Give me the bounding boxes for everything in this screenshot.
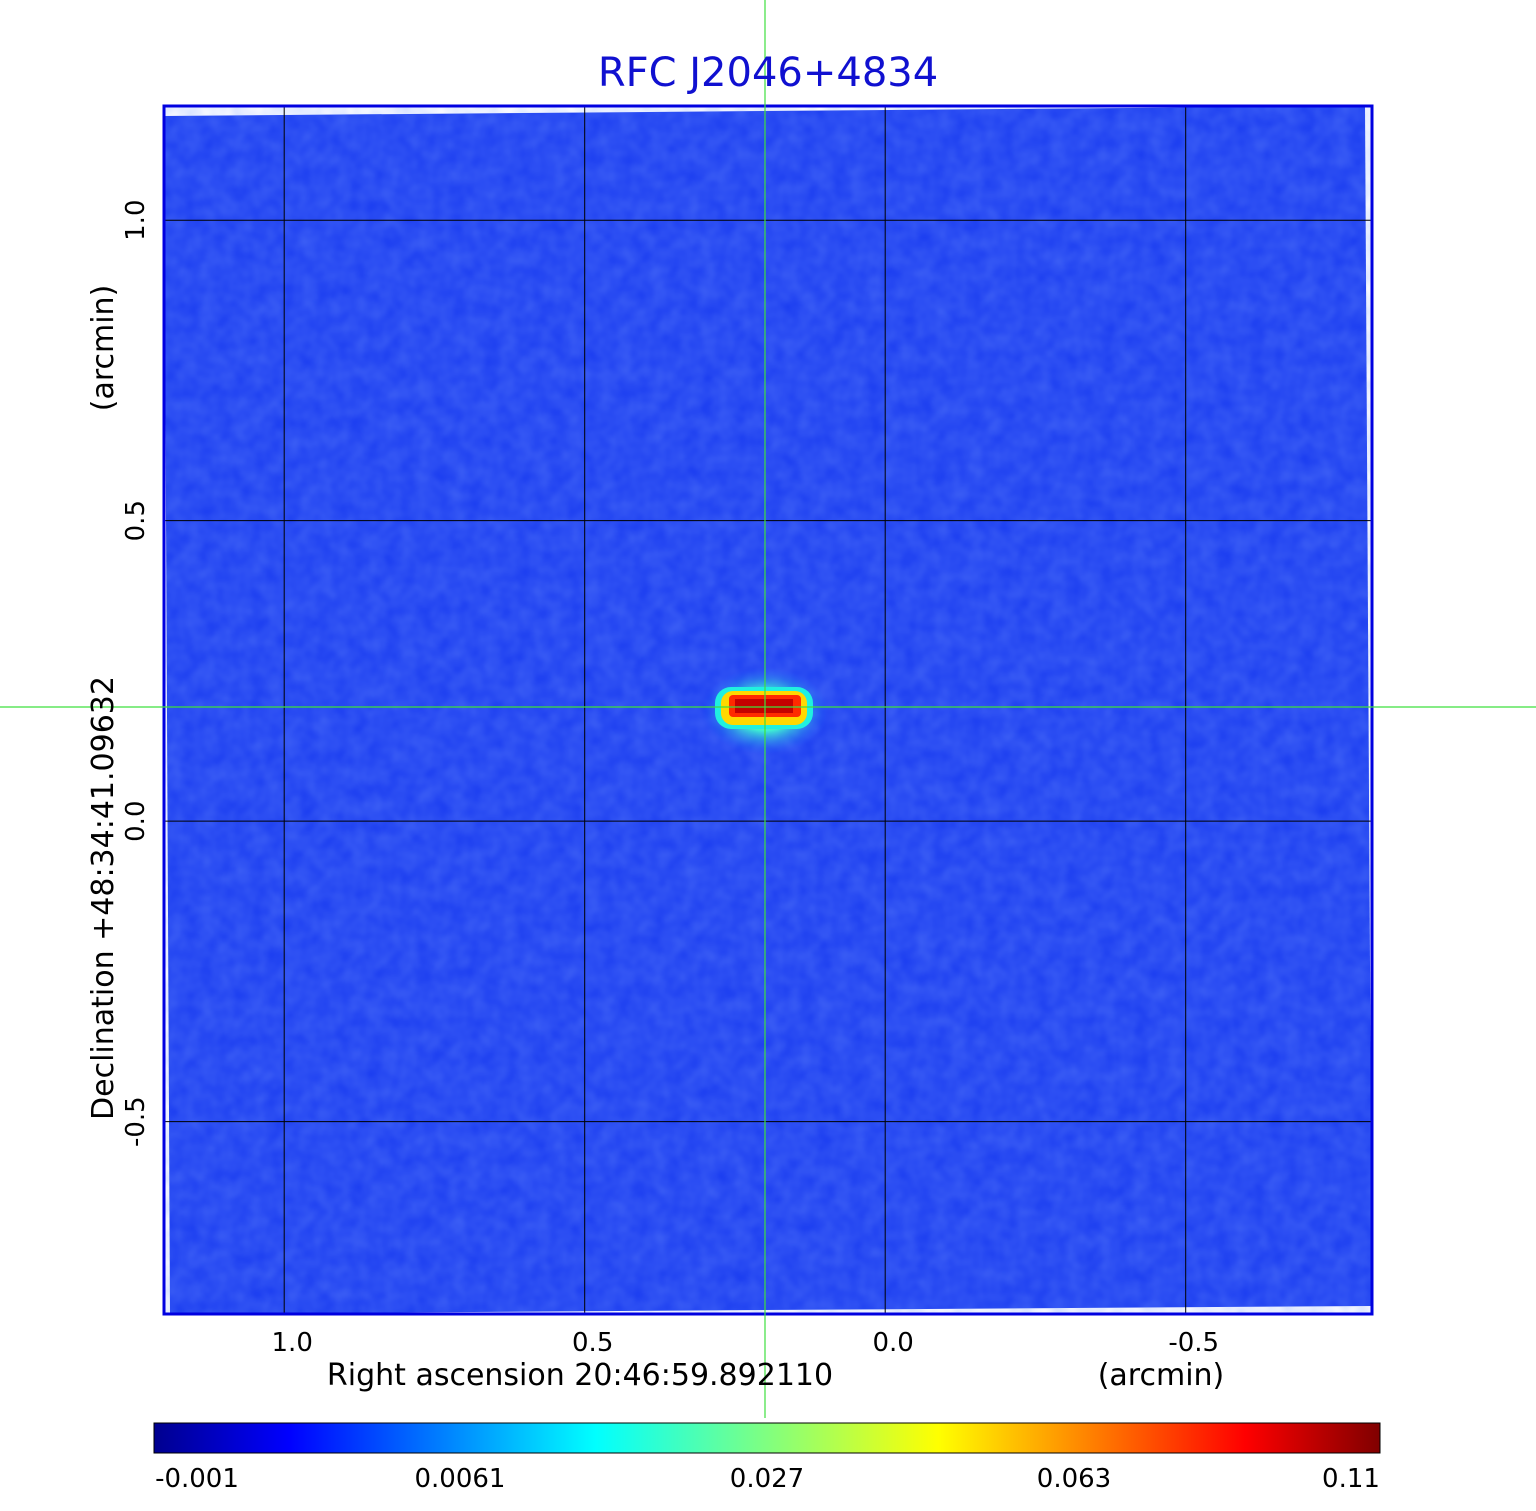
y-axis-label: Declination +48:34:41.09632: [86, 676, 121, 1120]
chart-title: RFC J2046+4834: [598, 50, 938, 96]
y-tick-labels: 1.0 0.5 0.0 -0.5: [121, 200, 151, 1148]
colorbar-tick-label-3: 0.063: [1037, 1464, 1111, 1494]
y-tick-label-2: 0.0: [121, 801, 151, 842]
y-tick-label-0: 1.0: [121, 200, 151, 241]
x-axis-label: Right ascension 20:46:59.892110: [327, 1358, 833, 1393]
x-axis-unit: (arcmin): [1098, 1358, 1225, 1393]
x-tick-label-0: 1.0: [272, 1328, 313, 1358]
colorbar-tick-label-1: 0.0061: [415, 1464, 506, 1494]
y-tick-label-3: -0.5: [121, 1096, 151, 1147]
colorbar-tick-label-0: -0.001: [155, 1464, 239, 1494]
x-tick-label-1: 0.5: [572, 1328, 613, 1358]
crosshair: [0, 0, 1536, 1418]
x-tick-labels: 1.0 0.5 0.0 -0.5: [272, 1328, 1220, 1358]
colorbar-tick-label-2: 0.027: [730, 1464, 804, 1494]
source-peak: [734, 698, 793, 713]
x-tick-label-3: -0.5: [1168, 1328, 1219, 1358]
y-tick-label-1: 0.5: [121, 500, 151, 541]
x-tick-label-2: 0.0: [873, 1328, 914, 1358]
coordinate-grid: [164, 106, 1372, 1314]
y-axis-unit: (arcmin): [86, 285, 121, 412]
colorbar: [153, 1422, 1381, 1454]
colorbar-tick-label-4: 0.11: [1322, 1464, 1380, 1494]
plot-frame: [162, 104, 1374, 1316]
colorbar-tick-labels: -0.001 0.0061 0.027 0.063 0.11: [155, 1464, 1380, 1494]
